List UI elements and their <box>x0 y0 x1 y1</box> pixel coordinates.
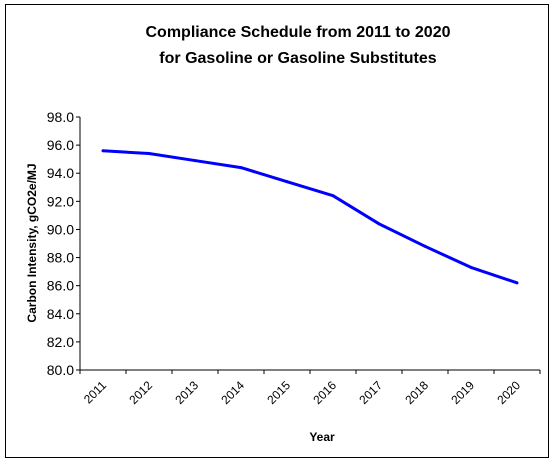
y-tick-label: 82.0 <box>47 334 74 350</box>
x-tick-label: 2013 <box>172 378 201 407</box>
x-tick-label: 2011 <box>81 378 109 406</box>
data-point-2019 <box>469 265 473 269</box>
data-point-2011 <box>101 149 105 153</box>
x-tick-label: 2014 <box>218 378 247 407</box>
data-point-2013 <box>193 159 197 163</box>
x-tick-label: 2018 <box>402 378 431 407</box>
series-line <box>102 149 518 285</box>
x-tick-label: 2017 <box>356 378 385 407</box>
data-point-2014 <box>239 166 243 170</box>
y-tick-label: 92.0 <box>47 193 74 209</box>
x-tick-label: 2016 <box>310 378 339 407</box>
chart-title-line-2: for Gasoline or Gasoline Substitutes <box>159 50 436 67</box>
data-points <box>101 149 519 285</box>
y-axis-ticks: 80.0 82.0 84.0 86.0 88.0 90.0 92.0 94.0 96.0 98.0 <box>47 109 80 378</box>
data-point-2020 <box>515 281 519 285</box>
y-tick-label: 80.0 <box>47 362 74 378</box>
x-tick-label: 2019 <box>448 378 477 407</box>
y-tick-label: 98.0 <box>47 109 74 125</box>
y-tick-label: 88.0 <box>47 250 74 266</box>
data-point-2018 <box>423 244 427 248</box>
y-axis-label: Carbon Intensity, gCO2e/MJ <box>25 163 39 322</box>
data-point-2016 <box>331 194 335 198</box>
y-tick-label: 94.0 <box>47 165 74 181</box>
data-point-2015 <box>285 180 289 184</box>
x-tick-label: 2015 <box>264 378 293 407</box>
y-tick-label: 96.0 <box>47 137 74 153</box>
x-tick-label: 2020 <box>494 378 523 407</box>
y-tick-label: 84.0 <box>47 306 74 322</box>
data-point-2012 <box>147 152 151 156</box>
y-tick-label: 86.0 <box>47 278 74 294</box>
x-axis-ticks: 2011 2012 2013 2014 2015 2016 2017 2018 2019 2020 <box>79 370 541 407</box>
chart-title-line-1: Compliance Schedule from 2011 to 2020 <box>145 24 450 41</box>
x-axis-label: Year <box>309 430 335 444</box>
chart-frame <box>5 4 549 458</box>
data-point-2017 <box>377 222 381 226</box>
y-tick-label: 90.0 <box>47 221 74 237</box>
x-tick-label: 2012 <box>126 378 155 407</box>
